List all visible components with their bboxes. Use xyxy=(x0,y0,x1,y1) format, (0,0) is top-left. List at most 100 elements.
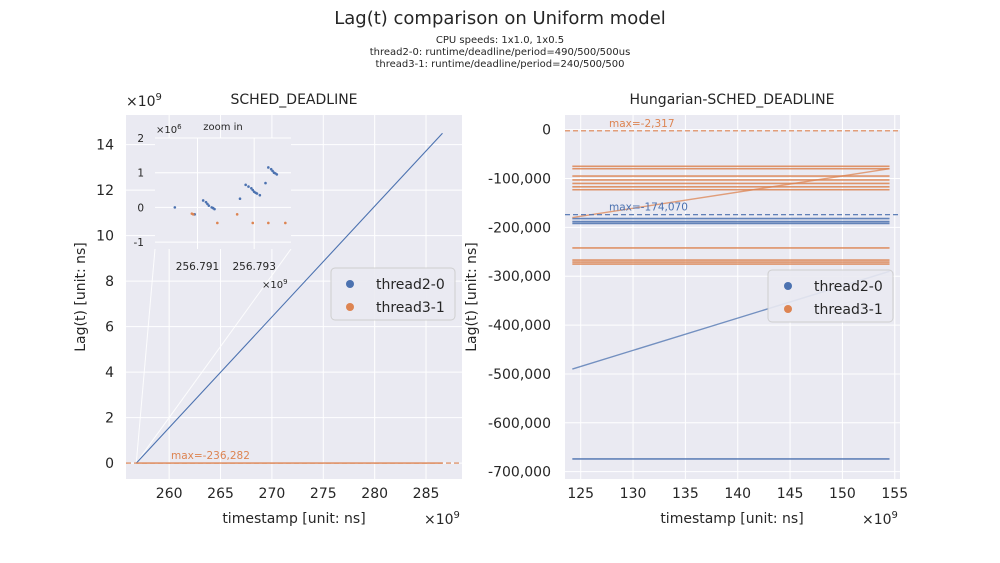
inset-x-tick-label: 256.791 xyxy=(176,261,219,273)
inset-point-thread2-0 xyxy=(204,200,208,204)
inset-point-thread2-0 xyxy=(213,207,216,211)
y-tick-label: 0 xyxy=(105,456,114,472)
y-tick-label: -100,000 xyxy=(488,172,551,188)
max-label: max=-2,317 xyxy=(609,118,675,130)
x-tick-label: 155 xyxy=(881,486,908,502)
y-tick-label: -300,000 xyxy=(488,269,551,285)
inset-point-thread3-1 xyxy=(251,221,255,225)
x-tick-label: 140 xyxy=(724,486,751,502)
inset-point-thread2-0 xyxy=(275,173,279,176)
right-y-axis-label: Lag(t) [unit: ns] xyxy=(464,242,480,352)
right-x-scale-label: ×109 xyxy=(862,510,898,528)
x-tick-label: 145 xyxy=(777,486,804,502)
left-chart-panel: max=-236,282 260 265 270 275 280 285024681012… xyxy=(73,92,462,528)
figure-title: Lag(t) comparison on Uniform model xyxy=(0,0,1000,29)
inset-y-tick-label: 2 xyxy=(137,133,144,145)
right-chart-title: Hungarian-SCHED_DEADLINE xyxy=(630,92,835,108)
inset-point-thread2-0 xyxy=(247,185,250,188)
left-y-scale-label: ×109 xyxy=(126,92,162,110)
left-data-layer: max=-236,282 xyxy=(126,132,462,464)
max-label: max=-236,282 xyxy=(171,450,250,462)
y-tick-label: 6 xyxy=(105,320,114,336)
y-tick-label: -600,000 xyxy=(488,416,551,432)
inset-gridlines xyxy=(155,137,291,249)
left-y-axis-label: Lag(t) [unit: ns] xyxy=(73,242,89,352)
right-legend: thread2-0 thread3-1 xyxy=(767,269,894,323)
y-tick-label: 8 xyxy=(105,274,114,290)
y-tick-label: -700,000 xyxy=(488,465,551,481)
legend-label-thread3-1: thread3-1 xyxy=(814,302,883,318)
inset-point-thread3-1 xyxy=(267,221,270,225)
x-tick-label: 125 xyxy=(567,486,594,502)
inset-point-thread2-0 xyxy=(206,202,209,206)
inset-point-thread2-0 xyxy=(271,169,274,173)
inset-point-thread2-0 xyxy=(244,183,247,187)
zoom-connector xyxy=(135,248,292,464)
inset-point-thread2-0 xyxy=(250,186,253,190)
x-tick-label: 285 xyxy=(413,486,440,502)
inset-point-thread2-0 xyxy=(264,181,267,185)
legend-marker-thread3-1 xyxy=(784,305,792,313)
legend-label-thread2-0: thread2-0 xyxy=(814,279,883,295)
inset-point-thread2-0 xyxy=(269,167,273,171)
left-x-scale-label: ×109 xyxy=(424,510,460,528)
inset-y-tick-label: 1 xyxy=(137,168,144,180)
subtitle-line: CPU speeds: 1x1.0, 1x0.5 xyxy=(435,35,565,46)
subtitle-line: thread2-0: runtime/deadline/period=490/5… xyxy=(369,47,631,58)
y-tick-label: 10 xyxy=(96,229,114,245)
inset-y-scale-label: ×106 xyxy=(156,123,182,136)
left-legend-box xyxy=(330,267,456,321)
y-tick-label: 14 xyxy=(96,138,114,154)
right-tick-labels: 125 130 135 140 145 150 155 0 -100,000 -200,000 -3… xyxy=(488,123,908,502)
x-tick-label: 280 xyxy=(361,486,388,502)
inset-title: zoom in xyxy=(203,122,243,133)
x-tick-label: 260 xyxy=(156,486,183,502)
x-tick-label: 265 xyxy=(207,486,234,502)
x-tick-label: 135 xyxy=(672,486,699,502)
x-tick-label: 275 xyxy=(310,486,337,502)
inset-point-thread3-1 xyxy=(235,213,239,216)
y-tick-label: -500,000 xyxy=(488,367,551,383)
legend-marker-thread2-0 xyxy=(784,282,792,290)
inset-plot-area xyxy=(155,138,291,249)
x-tick-label: 270 xyxy=(259,486,286,502)
inset-point-thread2-0 xyxy=(258,193,262,197)
trend-thread3-1 xyxy=(572,168,890,219)
left-legend: thread2-0 thread3-1 xyxy=(330,267,456,321)
y-tick-label: 2 xyxy=(105,411,114,427)
inset-point-thread2-0 xyxy=(251,188,255,192)
y-tick-label: 4 xyxy=(105,365,114,381)
y-tick-label: 12 xyxy=(96,183,114,199)
inset-y-tick-label: -1 xyxy=(134,237,144,249)
right-legend-box xyxy=(767,269,894,323)
y-tick-label: -400,000 xyxy=(488,318,551,334)
inset-point-thread3-1 xyxy=(191,213,195,216)
subtitle-line: thread3-1: runtime/deadline/period=240/5… xyxy=(375,59,625,70)
inset-point-thread2-0 xyxy=(255,192,259,195)
y-tick-label: 0 xyxy=(542,123,551,139)
inset-point-thread2-0 xyxy=(201,199,205,202)
right-data-layer: max=-2,317 max=-174,070 xyxy=(565,118,900,460)
inset-y-tick-label: 0 xyxy=(137,202,144,214)
inset-point-thread2-0 xyxy=(267,166,270,169)
inset-tick-labels: 256.791 256.793 -1 0 1 2 xyxy=(134,133,276,273)
legend-marker-thread2-0 xyxy=(346,280,354,288)
x-tick-label: 150 xyxy=(829,486,856,502)
figure-subtitle: CPU speeds: 1x1.0, 1x0.5 thread2-0: runt… xyxy=(0,35,1000,71)
inset-point-thread2-0 xyxy=(238,197,242,201)
zoom-connector xyxy=(135,248,156,464)
left-chart-title: SCHED_DEADLINE xyxy=(230,92,357,108)
main-title: Lag(t) comparison on Uniform model xyxy=(334,8,666,29)
right-chart-panel: max=-2,317 max=-174,070 125 130 135 140 145 15… xyxy=(464,92,908,528)
series-line-thread2-0 xyxy=(135,132,443,464)
inset-point-thread2-0 xyxy=(173,206,177,209)
legend-label-thread2-0: thread2-0 xyxy=(376,277,445,293)
inset-x-tick-label: 256.793 xyxy=(232,261,275,273)
right-x-axis-label: timestamp [unit: ns] xyxy=(660,511,803,527)
max-label: max=-174,070 xyxy=(609,202,688,214)
x-tick-label: 130 xyxy=(620,486,647,502)
zoom-inset: 256.791 256.793 -1 0 1 2 zoom in ×106 ×109 xyxy=(134,122,291,291)
inset-data-layer xyxy=(173,166,287,225)
